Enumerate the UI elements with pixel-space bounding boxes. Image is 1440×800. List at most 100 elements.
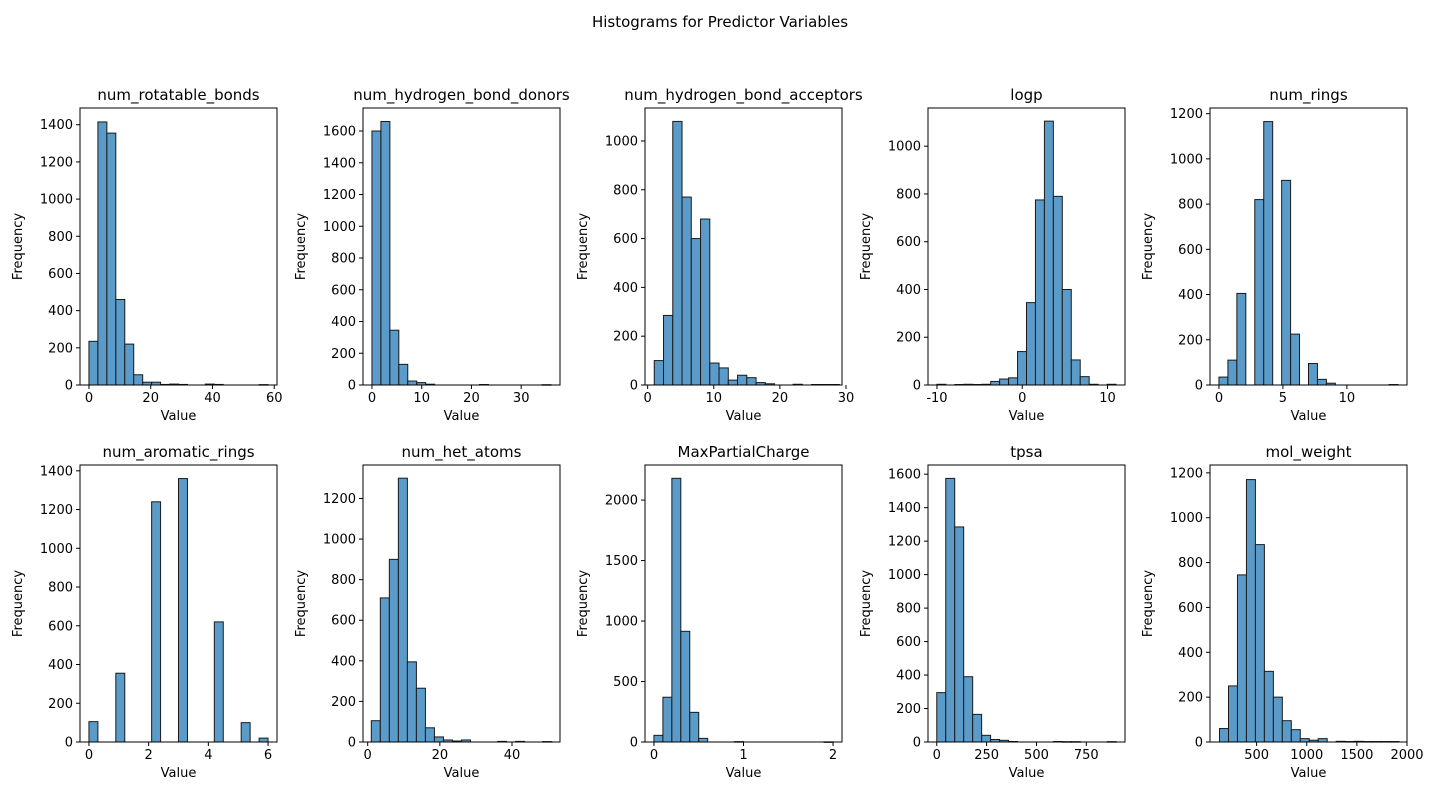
histogram-bar [389, 329, 400, 386]
histogram-bar [397, 477, 408, 743]
x-tick-label: 6 [264, 748, 272, 763]
y-tick-label: 1400 [40, 464, 73, 479]
histogram-bar [746, 377, 757, 386]
x-tick-label: 500 [1244, 748, 1269, 763]
histogram-num_hydrogen_bond_acceptors: 0 10 20 30 0 200 400 600 800 1000 num_hydrogen_bon… [576, 86, 863, 424]
y-tick-label: 0 [913, 736, 921, 751]
histogram-num_rings: 0 5 10 0 200 400 600 800 1000 1200 num_rings Value F… [1141, 86, 1408, 424]
axes-frame [927, 107, 1126, 386]
x-tick-label: 10 [413, 391, 430, 406]
y-tick-label: 400 [48, 304, 73, 319]
y-tick-label: 1400 [40, 118, 73, 133]
histogram-bar [407, 380, 418, 386]
y-tick-label: 200 [48, 697, 73, 712]
x-tick-label: 10 [1099, 391, 1116, 406]
y-tick-label: 1200 [40, 155, 73, 170]
y-axis-label: Frequency [1141, 570, 1156, 637]
x-tick-label: 0 [368, 391, 376, 406]
histogram-bar [1316, 378, 1327, 386]
histogram-bar [424, 727, 435, 743]
histogram-bar [1228, 685, 1238, 743]
histogram-bar [1017, 351, 1027, 386]
axes-frame [1209, 464, 1408, 743]
histogram-bar [1070, 359, 1081, 386]
histogram-bar [88, 340, 99, 386]
subplot-title: tpsa [1010, 443, 1042, 461]
y-tick-label: 0 [348, 379, 356, 394]
y-tick-label: 800 [331, 573, 356, 588]
y-tick-label: 1200 [40, 503, 73, 518]
y-tick-label: 600 [331, 614, 356, 629]
histogram-bar [1254, 199, 1265, 386]
x-axis-label: Value [726, 766, 762, 781]
histogram-bar [1219, 728, 1229, 743]
y-tick-label: 400 [331, 654, 356, 669]
y-tick-label: 1000 [888, 140, 921, 155]
x-axis-label: Value [161, 766, 197, 781]
histogram-bar [406, 661, 417, 743]
x-tick-label: 20 [463, 391, 480, 406]
y-axis-label: Frequency [11, 570, 26, 637]
x-axis-label: Value [161, 409, 197, 424]
histogram-num_hydrogen_bond_donors: 0 10 20 30 0 200 400 600 800 1000 1200 1400 1600 num_… [294, 86, 570, 424]
y-tick-label: 1600 [323, 125, 356, 140]
x-tick-label: 250 [974, 748, 999, 763]
histogram-bar [990, 380, 1001, 386]
histogram-bar [1254, 544, 1265, 743]
histogram-bar [999, 378, 1010, 386]
histogram-bar [671, 477, 682, 743]
y-tick-label: 200 [331, 695, 356, 710]
x-tick-label: 2 [829, 748, 837, 763]
subplot-title: num_het_atoms [402, 443, 522, 462]
axes-frame [362, 107, 561, 386]
histogram-num_het_atoms: 0 20 40020040060080010001200num_het_atomsV… [294, 443, 561, 781]
y-tick-label: 0 [913, 379, 921, 394]
figure-title: Histograms for Predictor Variables [592, 13, 848, 31]
subplot-title: num_rotatable_bonds [97, 86, 259, 105]
x-tick-label: 0 [644, 391, 652, 406]
histogram-bar [981, 734, 992, 743]
subplot-title: MaxPartialCharge [678, 443, 810, 461]
histogram-bar [258, 737, 269, 743]
histogram-logp: -10 0 1002004006008001000logpValueFrequenc… [859, 86, 1126, 424]
y-tick-label: 600 [48, 619, 73, 634]
x-tick-label: 4 [204, 748, 212, 763]
y-tick-label: 400 [331, 315, 356, 330]
y-tick-label: 1000 [605, 134, 638, 149]
histogram-bar [1308, 363, 1318, 386]
y-tick-label: 600 [896, 235, 921, 250]
y-tick-label: 1000 [888, 568, 921, 583]
histogram-bar [945, 477, 956, 743]
y-tick-label: 1000 [1170, 511, 1203, 526]
x-axis-label: Value [1291, 766, 1327, 781]
histogram-bar [653, 360, 665, 386]
x-tick-label: 1500 [1340, 748, 1373, 763]
histogram-bar [178, 478, 188, 743]
histogram-bar [700, 218, 711, 386]
y-tick-label: 400 [48, 658, 73, 673]
axes-frame [362, 464, 561, 743]
histogram-bar [718, 367, 729, 386]
y-tick-label: 200 [331, 347, 356, 362]
histogram-num_aromatic_rings: 0 2 4 6 0 200 400 600 800 1000 1200 1400 num_aromati… [11, 443, 278, 781]
y-tick-label: 0 [65, 379, 73, 394]
histogram-bar [97, 121, 108, 386]
x-tick-label: 40 [504, 748, 521, 763]
y-tick-label: 400 [1178, 288, 1203, 303]
histogram-bar [972, 713, 983, 743]
y-tick-label: 0 [65, 736, 73, 751]
histogram-mol_weight: 500 1000 1500 2000 0 200 400 600 800 1000 1200 mol_… [1141, 443, 1424, 781]
histogram-bar [106, 132, 117, 386]
y-tick-label: 400 [613, 281, 638, 296]
y-tick-label: 1000 [605, 615, 638, 630]
histogram-bar [1281, 179, 1292, 386]
histogram-num_rotatable_bonds: 0 20 40 600200400600800100012001400num_rota… [11, 86, 282, 424]
subplot-title: mol_weight [1265, 443, 1351, 462]
y-tick-label: 1500 [605, 554, 638, 569]
x-axis-label: Value [1009, 766, 1045, 781]
histogram-bar [1290, 333, 1301, 386]
y-tick-label: 800 [48, 581, 73, 596]
x-tick-label: 500 [1024, 748, 1049, 763]
subplot-title: num_hydrogen_bond_donors [353, 86, 570, 105]
histogram-bar [371, 130, 382, 386]
